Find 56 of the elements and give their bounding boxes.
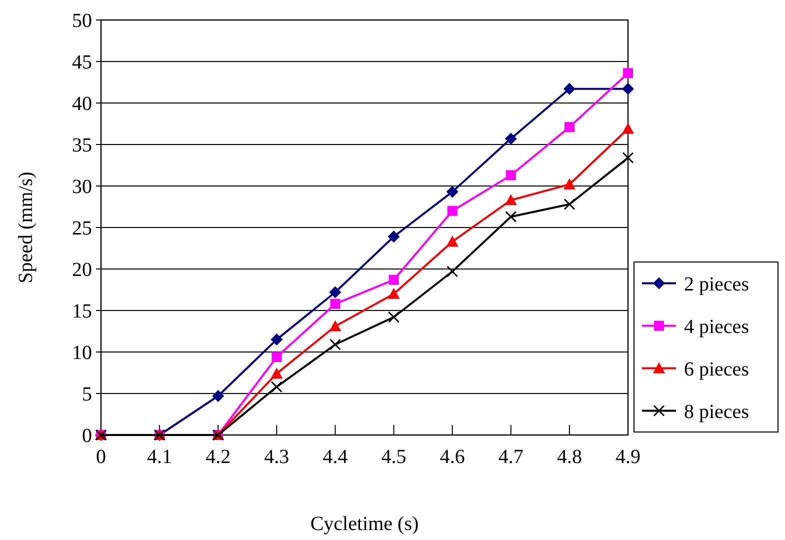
x-tick-label: 4.2 xyxy=(206,446,231,468)
point xyxy=(329,338,341,350)
legend-label: 2 pieces xyxy=(684,273,750,296)
legend-label: 4 pieces xyxy=(684,316,750,338)
point xyxy=(329,286,342,298)
y-tick-label: 50 xyxy=(72,10,92,32)
legend-label: 8 pieces xyxy=(684,400,750,423)
point xyxy=(388,288,400,299)
point xyxy=(622,82,634,95)
point xyxy=(622,122,634,134)
point xyxy=(270,334,283,346)
point xyxy=(563,82,576,95)
x-tick-label: 4.6 xyxy=(440,446,465,468)
point xyxy=(212,390,224,402)
y-tick-label: 5 xyxy=(82,384,92,406)
point xyxy=(446,186,458,198)
point xyxy=(505,210,517,222)
point xyxy=(446,266,458,278)
point xyxy=(623,68,633,78)
y-tick-label: 0 xyxy=(82,425,92,447)
y-tick-label: 15 xyxy=(72,300,92,322)
point xyxy=(563,178,576,190)
y-tick-label: 45 xyxy=(72,52,92,74)
y-tick-label: 10 xyxy=(72,342,92,364)
x-tick-label: 4.9 xyxy=(616,446,640,468)
point xyxy=(272,352,282,362)
y-tick-label: 20 xyxy=(72,259,92,281)
point xyxy=(388,230,400,243)
point xyxy=(388,274,399,285)
point xyxy=(564,198,576,210)
point xyxy=(564,122,574,132)
y-tick-label: 30 xyxy=(72,176,92,198)
y-tick-label: 35 xyxy=(72,134,92,156)
y-axis-title: Speed (mm/s) xyxy=(15,172,37,284)
point xyxy=(329,320,342,332)
point xyxy=(388,311,400,323)
point xyxy=(506,170,516,180)
x-tick-label: 0 xyxy=(96,446,106,468)
point xyxy=(446,236,458,247)
x-tick-label: 4.1 xyxy=(147,446,172,468)
y-tick-label: 25 xyxy=(72,218,92,240)
point xyxy=(270,381,282,393)
x-axis-title: Cycletime (s) xyxy=(310,513,419,535)
x-tick-label: 4.7 xyxy=(498,446,524,468)
x-tick-label: 4.5 xyxy=(381,446,406,468)
y-tick-label: 40 xyxy=(72,93,92,115)
point xyxy=(447,206,458,216)
point xyxy=(330,298,340,309)
x-tick-label: 4.3 xyxy=(264,446,290,468)
legend-label: 6 pieces xyxy=(684,358,750,380)
point xyxy=(504,194,517,206)
point xyxy=(504,132,517,145)
point xyxy=(270,368,283,379)
point xyxy=(622,152,634,164)
x-tick-label: 4.8 xyxy=(556,446,582,468)
x-tick-label: 4.4 xyxy=(322,446,348,468)
